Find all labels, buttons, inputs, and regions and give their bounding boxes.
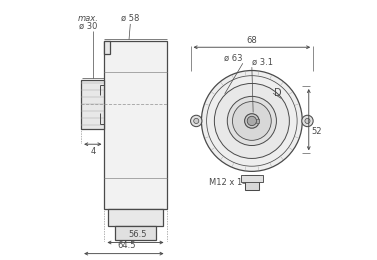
Circle shape (215, 83, 290, 158)
Circle shape (194, 118, 199, 123)
Text: 68: 68 (247, 36, 257, 45)
Text: 64.5: 64.5 (117, 241, 136, 250)
Bar (108, 209, 162, 226)
Bar (241, 175, 263, 182)
Text: D: D (274, 88, 282, 98)
Text: max.: max. (78, 14, 99, 23)
Bar (81, 80, 104, 129)
Text: ø 63: ø 63 (224, 54, 243, 63)
Circle shape (233, 102, 271, 140)
Circle shape (245, 114, 259, 128)
Text: 52: 52 (312, 127, 322, 136)
Circle shape (305, 118, 310, 123)
Bar (104, 41, 167, 209)
Text: ø 58: ø 58 (121, 14, 139, 23)
Bar (115, 226, 156, 240)
Circle shape (201, 70, 302, 171)
Text: 56.5: 56.5 (129, 230, 147, 239)
Circle shape (247, 116, 256, 126)
Text: 4: 4 (90, 147, 95, 156)
Bar (256, 119, 259, 122)
Text: M12 x 1: M12 x 1 (209, 178, 242, 187)
Circle shape (302, 115, 313, 127)
Circle shape (227, 96, 276, 146)
Circle shape (190, 115, 202, 127)
Bar (245, 175, 259, 190)
Text: ø 3.1: ø 3.1 (252, 58, 273, 67)
Bar (104, 41, 110, 54)
Text: ø 30: ø 30 (79, 22, 97, 31)
